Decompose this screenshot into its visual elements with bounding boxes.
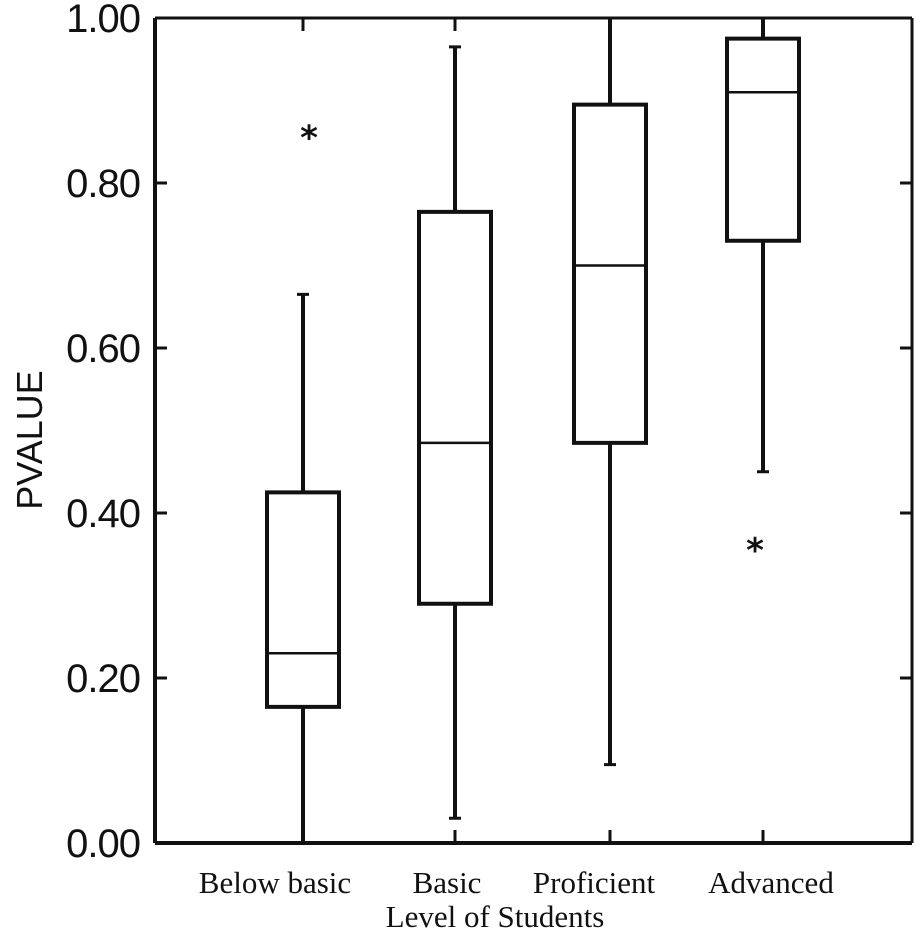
x-category-label: Below basic: [199, 865, 351, 900]
y-tick-label: 0.80: [66, 162, 140, 206]
outlier-marker: *: [300, 119, 318, 159]
y-axis-ticks: 0.00 0.20 0.40 0.60 0.80 1.00: [66, 0, 912, 866]
box-group: [572, 16, 648, 843]
x-category-label: Basic: [413, 865, 482, 900]
x-category-label: Advanced: [708, 865, 834, 900]
x-axis-title: Level of Students: [386, 899, 605, 934]
outlier-marker: *: [746, 531, 764, 571]
box-group: *: [265, 18, 341, 845]
plot-frame-layer: [153, 16, 914, 845]
y-tick-label: 1.00: [66, 0, 140, 41]
y-axis-title: PVALUE: [9, 370, 50, 509]
iqr-box: [265, 490, 341, 709]
x-axis-categories: Below basic Basic Proficient Advanced: [199, 865, 835, 900]
boxes-layer: **: [265, 16, 801, 845]
iqr-box: [725, 36, 801, 243]
y-tick-label: 0.20: [66, 657, 140, 701]
iqr-box: [417, 209, 493, 606]
x-category-label: Proficient: [533, 865, 656, 900]
iqr-box: [572, 102, 648, 445]
y-tick-label: 0.60: [66, 327, 140, 371]
y-tick-label: 0.00: [66, 822, 140, 866]
y-tick-label: 0.40: [66, 492, 140, 536]
box-group: [417, 18, 493, 843]
box-group: *: [725, 16, 801, 843]
